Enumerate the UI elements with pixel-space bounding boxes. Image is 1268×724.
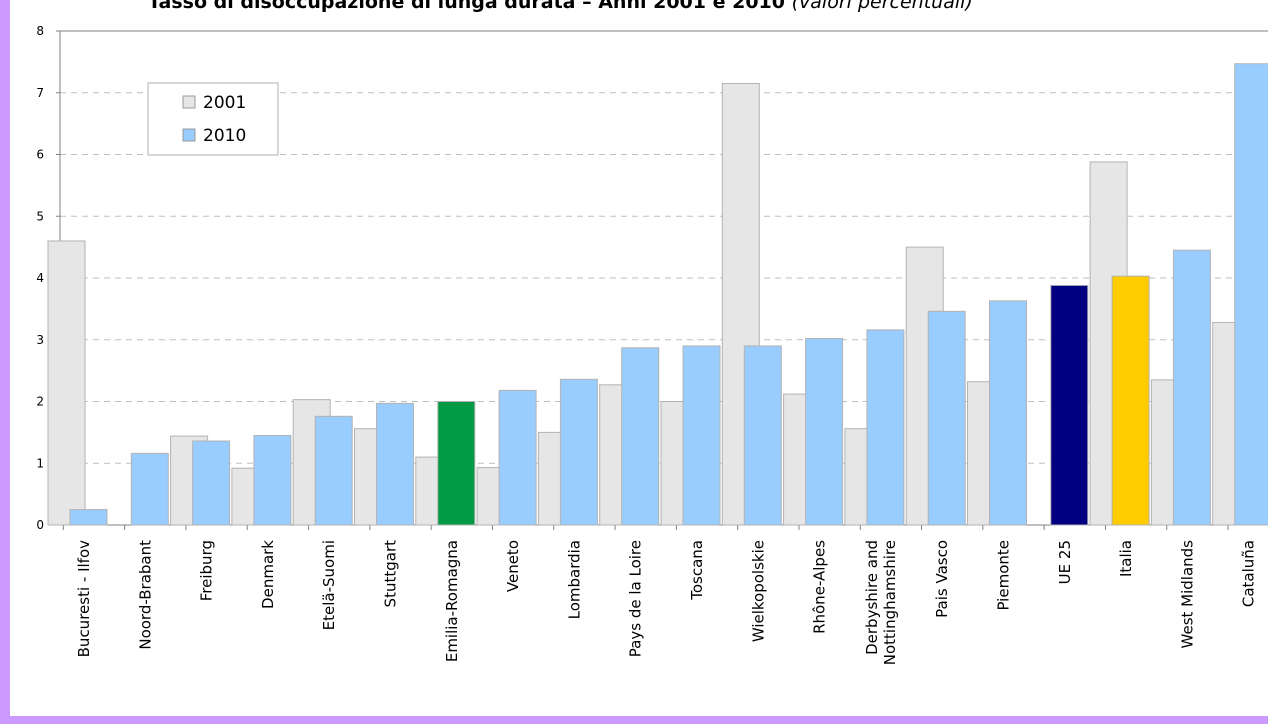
- x-tick-label-denmark: Denmark: [259, 540, 277, 609]
- x-tick-label-italia: Italia: [1117, 540, 1135, 577]
- legend-label-2010: 2010: [203, 126, 246, 146]
- bar-2010-italia: [1111, 275, 1150, 526]
- y-tick-label-5: 5: [36, 209, 44, 223]
- x-tick-label-noord-brabant: Noord-Brabant: [136, 540, 154, 650]
- chart-subtitle: (valori percentuali): [791, 0, 973, 13]
- y-tick-label-1: 1: [36, 456, 44, 470]
- bar-2010-pays-de-la-loire: [621, 347, 660, 526]
- bar-2010-noord-brabant: [130, 452, 169, 526]
- legend-swatch-2001: [182, 95, 196, 109]
- bar-2010-derbyshire-and-nottinghamshire: [866, 329, 905, 526]
- bar-2010-etel-suomi: [314, 415, 353, 526]
- bar-2010-veneto: [498, 389, 537, 526]
- bar-2010-west-midlands: [1172, 249, 1211, 526]
- bar-2010-wielkopolskie: [743, 345, 782, 526]
- x-tick-label-catalu-a: Cataluña: [1240, 540, 1258, 607]
- x-tick-label-lombardia: Lombardia: [565, 540, 583, 619]
- bottom-border: [0, 716, 1268, 724]
- bar-2010-toscana: [682, 345, 721, 526]
- x-tick-label-wielkopolskie: Wielkopolskie: [749, 540, 767, 642]
- x-tick-label-emilia-romagna: Emilia-Romagna: [443, 540, 461, 662]
- y-tick-label-2: 2: [36, 395, 44, 409]
- bar-2010-emilia-romagna: [437, 401, 476, 526]
- bar-layer: [47, 63, 1268, 526]
- x-tick-label-etel-suomi: Etelä-Suomi: [320, 540, 338, 630]
- x-tick-label-freiburg: Freiburg: [198, 540, 216, 601]
- x-tick-label-toscana: Toscana: [688, 540, 706, 601]
- x-tick-label-ue-25: UE 25: [1056, 540, 1074, 584]
- left-border: [0, 0, 10, 724]
- legend: 2001 2010: [147, 82, 279, 156]
- bar-2010-ue-25: [1050, 284, 1089, 526]
- x-tick-label-veneto: Veneto: [504, 540, 522, 592]
- x-tick-label-piemonte: Piemonte: [995, 540, 1013, 611]
- x-tick-label-bucuresti-ilfov: Bucuresti - Ilfov: [75, 540, 93, 657]
- x-tick-label-derbyshire-and-nottinghamshire: Derbyshire andNottinghamshire: [863, 540, 899, 665]
- x-tick-label-west-midlands: West Midlands: [1178, 540, 1196, 649]
- y-tick-label-8: 8: [36, 24, 44, 38]
- legend-label-2001: 2001: [203, 93, 246, 113]
- bar-2010-piemonte: [989, 300, 1027, 526]
- legend-box: [147, 82, 279, 156]
- y-tick-label-7: 7: [36, 86, 44, 100]
- bar-2010-stuttgart: [376, 402, 414, 526]
- bar-2010-rh-ne-alpes: [805, 338, 844, 526]
- legend-swatch-2010: [182, 128, 196, 142]
- label-layer: 0 1 2 3 4 5 6 7 8 Bucuresti - Ilfov Noord-Brabant F…: [36, 24, 1257, 665]
- y-tick-label-4: 4: [36, 271, 44, 285]
- bar-2010-catalu-a: [1234, 63, 1268, 526]
- bar-2010-bucuresti-ilfov: [69, 509, 108, 526]
- chart-title-main: Tasso di disoccupazione di lunga durata …: [148, 0, 785, 13]
- x-tick-label-pais-vasco: Pais Vasco: [933, 540, 951, 618]
- y-tick-label-3: 3: [36, 333, 44, 347]
- bar-2010-pais-vasco: [927, 310, 966, 526]
- x-tick-label-stuttgart: Stuttgart: [382, 540, 400, 608]
- y-tick-label-6: 6: [36, 148, 44, 162]
- x-tick-label-rh-ne-alpes: Rhône-Alpes: [811, 540, 829, 634]
- x-tick-label-pays-de-la-loire: Pays de la Loire: [627, 540, 645, 657]
- y-tick-label-0: 0: [36, 518, 44, 532]
- bar-2010-denmark: [253, 434, 292, 526]
- chart-title: Tasso di disoccupazione di lunga durata …: [148, 0, 973, 13]
- bar-2010-freiburg: [192, 440, 231, 526]
- bar-2010-lombardia: [559, 378, 598, 526]
- bar-2001-bucuresti-ilfov: [47, 240, 86, 526]
